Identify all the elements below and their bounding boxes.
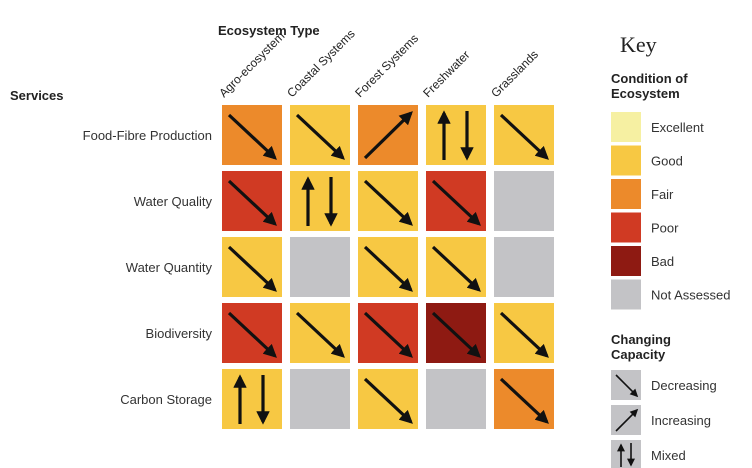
condition-swatch bbox=[494, 237, 554, 297]
capacity-heading-line1: Changing bbox=[611, 332, 671, 347]
decreasing-arrow-icon bbox=[295, 113, 345, 160]
capacity-heading-line2: Capacity bbox=[611, 347, 666, 362]
decreasing-arrow-icon bbox=[363, 311, 413, 358]
condition-legend-swatch bbox=[611, 246, 641, 276]
decreasing-arrow-icon bbox=[227, 179, 277, 226]
decreasing-arrow-icon bbox=[431, 311, 481, 358]
condition-swatch bbox=[426, 369, 486, 429]
matrix-cell bbox=[222, 237, 282, 297]
matrix-cell bbox=[222, 303, 282, 363]
services-heading: Services bbox=[10, 88, 64, 103]
matrix-cell bbox=[222, 171, 282, 231]
condition-legend-item: Not Assessed bbox=[611, 279, 731, 310]
capacity-legend-swatch bbox=[611, 440, 641, 468]
condition-legend-label: Bad bbox=[651, 254, 674, 269]
matrix-cell bbox=[494, 171, 554, 231]
matrix-cell bbox=[494, 369, 554, 429]
matrix-cell bbox=[494, 237, 554, 297]
matrix-cell bbox=[290, 237, 350, 297]
decreasing-arrow-icon bbox=[615, 374, 639, 398]
key-title: Key bbox=[620, 32, 657, 57]
column-label: Forest Systems bbox=[352, 31, 421, 100]
column-label: Grasslands bbox=[488, 47, 541, 100]
matrix-cell bbox=[494, 105, 554, 165]
capacity-legend-item: Mixed bbox=[611, 440, 686, 468]
increasing-arrow-icon bbox=[615, 408, 639, 432]
matrix-cell bbox=[290, 303, 350, 363]
matrix-cell bbox=[358, 237, 418, 297]
condition-legend: Excellent Good Fair Poor Bad Not Assessed bbox=[611, 112, 731, 310]
column-label: Freshwater bbox=[420, 48, 472, 100]
matrix-cell bbox=[290, 171, 350, 231]
decreasing-arrow-icon bbox=[227, 311, 277, 358]
increasing-arrow-icon bbox=[363, 111, 413, 160]
ecosystem-type-heading: Ecosystem Type bbox=[218, 23, 320, 38]
matrix-cell bbox=[426, 369, 486, 429]
matrix-cell bbox=[426, 237, 486, 297]
condition-swatch bbox=[222, 369, 282, 429]
condition-legend-label: Not Assessed bbox=[651, 288, 731, 303]
condition-legend-swatch bbox=[611, 112, 641, 142]
condition-swatch bbox=[494, 171, 554, 231]
condition-legend-item: Bad bbox=[611, 246, 674, 276]
matrix-cell bbox=[290, 369, 350, 429]
row-label: Food-Fibre Production bbox=[83, 128, 212, 143]
matrix-cell bbox=[494, 303, 554, 363]
row-labels: Food-Fibre Production Water Quality Water … bbox=[83, 128, 213, 407]
matrix-cell bbox=[358, 369, 418, 429]
condition-legend-swatch bbox=[611, 212, 641, 243]
matrix-cell bbox=[290, 105, 350, 165]
capacity-legend-item: Decreasing bbox=[611, 370, 717, 400]
column-label: Agro-ecosystem bbox=[216, 29, 287, 100]
condition-legend-item: Poor bbox=[611, 212, 679, 243]
condition-legend-item: Fair bbox=[611, 179, 674, 209]
decreasing-arrow-icon bbox=[363, 377, 413, 424]
decreasing-arrow-icon bbox=[431, 245, 481, 292]
condition-swatch bbox=[290, 237, 350, 297]
capacity-legend: Decreasing Increasing Mixed bbox=[611, 370, 717, 468]
matrix-cell bbox=[222, 105, 282, 165]
row-label: Water Quality bbox=[134, 194, 213, 209]
key-legend: Key Condition of Ecosystem Excellent Good… bbox=[611, 32, 731, 468]
capacity-legend-item: Increasing bbox=[611, 405, 711, 435]
condition-heading-line2: Ecosystem bbox=[611, 86, 680, 101]
condition-legend-label: Excellent bbox=[651, 120, 704, 135]
matrix-grid bbox=[222, 105, 554, 429]
condition-legend-label: Good bbox=[651, 154, 683, 169]
row-label: Water Quantity bbox=[126, 260, 213, 275]
condition-legend-item: Good bbox=[611, 145, 683, 176]
decreasing-arrow-icon bbox=[227, 113, 277, 160]
decreasing-arrow-icon bbox=[499, 113, 549, 160]
capacity-legend-label: Increasing bbox=[651, 413, 711, 428]
capacity-legend-label: Mixed bbox=[651, 448, 686, 463]
decreasing-arrow-icon bbox=[431, 179, 481, 226]
matrix-cell bbox=[222, 369, 282, 429]
decreasing-arrow-icon bbox=[363, 245, 413, 292]
condition-legend-swatch bbox=[611, 179, 641, 209]
condition-legend-item: Excellent bbox=[611, 112, 704, 142]
decreasing-arrow-icon bbox=[295, 311, 345, 358]
condition-swatch bbox=[426, 105, 486, 165]
condition-heading-line1: Condition of bbox=[611, 71, 688, 86]
matrix-cell bbox=[358, 171, 418, 231]
decreasing-arrow-icon bbox=[499, 311, 549, 358]
row-label: Carbon Storage bbox=[120, 392, 212, 407]
decreasing-arrow-icon bbox=[227, 245, 277, 292]
condition-legend-swatch bbox=[611, 279, 641, 310]
row-label: Biodiversity bbox=[146, 326, 213, 341]
condition-legend-label: Poor bbox=[651, 221, 679, 236]
matrix-cell bbox=[358, 303, 418, 363]
matrix-cell bbox=[426, 171, 486, 231]
condition-legend-swatch bbox=[611, 145, 641, 176]
decreasing-arrow-icon bbox=[363, 179, 413, 226]
decreasing-arrow-icon bbox=[499, 377, 549, 424]
matrix-cell bbox=[358, 105, 418, 165]
matrix-cell bbox=[426, 105, 486, 165]
condition-swatch bbox=[290, 369, 350, 429]
condition-swatch bbox=[290, 171, 350, 231]
matrix-cell bbox=[426, 303, 486, 363]
capacity-legend-label: Decreasing bbox=[651, 378, 717, 393]
condition-legend-label: Fair bbox=[651, 187, 674, 202]
